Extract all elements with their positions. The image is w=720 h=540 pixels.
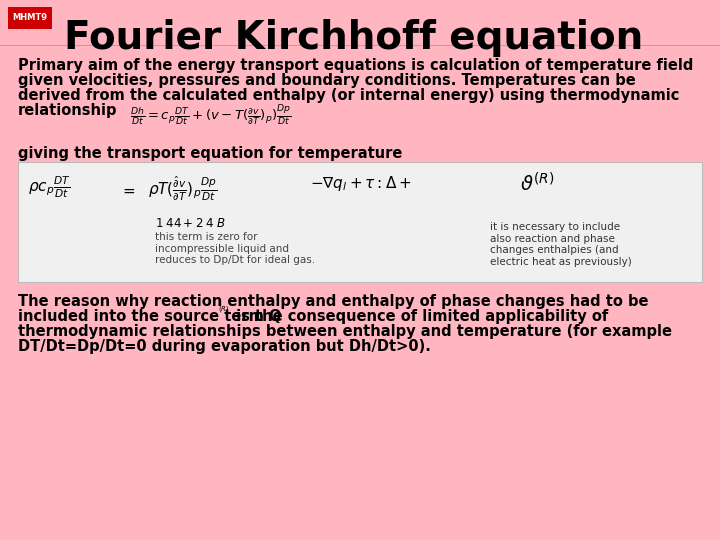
Text: $^{(R)}$: $^{(R)}$ <box>218 308 230 317</box>
Text: this term is zero for
incompressible liquid and
reduces to Dp/Dt for ideal gas.: this term is zero for incompressible liq… <box>155 232 315 265</box>
Text: The reason why reaction enthalpy and enthalpy of phase changes had to be: The reason why reaction enthalpy and ent… <box>18 294 649 309</box>
Text: thermodynamic relationships between enthalpy and temperature (for example: thermodynamic relationships between enth… <box>18 324 672 339</box>
Text: is the consequence of limited applicability of: is the consequence of limited applicabil… <box>231 309 608 324</box>
Text: $\frac{Dh}{Dt} = c_p \frac{DT}{Dt} + (v - T(\frac{\partial v}{\partial T})_p) \f: $\frac{Dh}{Dt} = c_p \frac{DT}{Dt} + (v … <box>130 104 292 128</box>
Text: MHMT9: MHMT9 <box>12 14 48 23</box>
Text: DT/Dt=Dp/Dt=0 during evaporation but Dh/Dt>0).: DT/Dt=Dp/Dt=0 during evaporation but Dh/… <box>18 339 431 354</box>
FancyBboxPatch shape <box>18 162 702 282</box>
FancyBboxPatch shape <box>8 7 52 29</box>
Text: derived from the calculated enthalpy (or internal energy) using thermodynamic: derived from the calculated enthalpy (or… <box>18 88 680 103</box>
Text: giving the transport equation for temperature: giving the transport equation for temper… <box>18 146 402 161</box>
Text: given velocities, pressures and boundary conditions. Temperatures can be: given velocities, pressures and boundary… <box>18 73 636 88</box>
Text: $\rho c_p \frac{DT}{Dt}$: $\rho c_p \frac{DT}{Dt}$ <box>28 174 71 200</box>
Text: it is necessary to include
also reaction and phase
changes enthalpies (and
elect: it is necessary to include also reaction… <box>490 222 631 267</box>
Text: $1 \; 44+2 \; 4 \; B$: $1 \; 44+2 \; 4 \; B$ <box>155 217 225 230</box>
Text: Primary aim of the energy transport equations is calculation of temperature fiel: Primary aim of the energy transport equa… <box>18 58 693 73</box>
Text: $- \nabla q_l + \tau : \Delta +$: $- \nabla q_l + \tau : \Delta +$ <box>310 174 412 193</box>
Text: relationship: relationship <box>18 103 117 118</box>
Text: $=$: $=$ <box>120 184 136 198</box>
Text: Fourier Kirchhoff equation: Fourier Kirchhoff equation <box>64 19 643 57</box>
Text: $\rho T(\frac{\hat{\partial} v}{\partial T})_p \frac{Dp}{Dt}$: $\rho T(\frac{\hat{\partial} v}{\partial… <box>148 174 217 202</box>
Text: $\vartheta^{(R)}$: $\vartheta^{(R)}$ <box>520 172 554 195</box>
Text: included into the source term Q: included into the source term Q <box>18 309 282 324</box>
